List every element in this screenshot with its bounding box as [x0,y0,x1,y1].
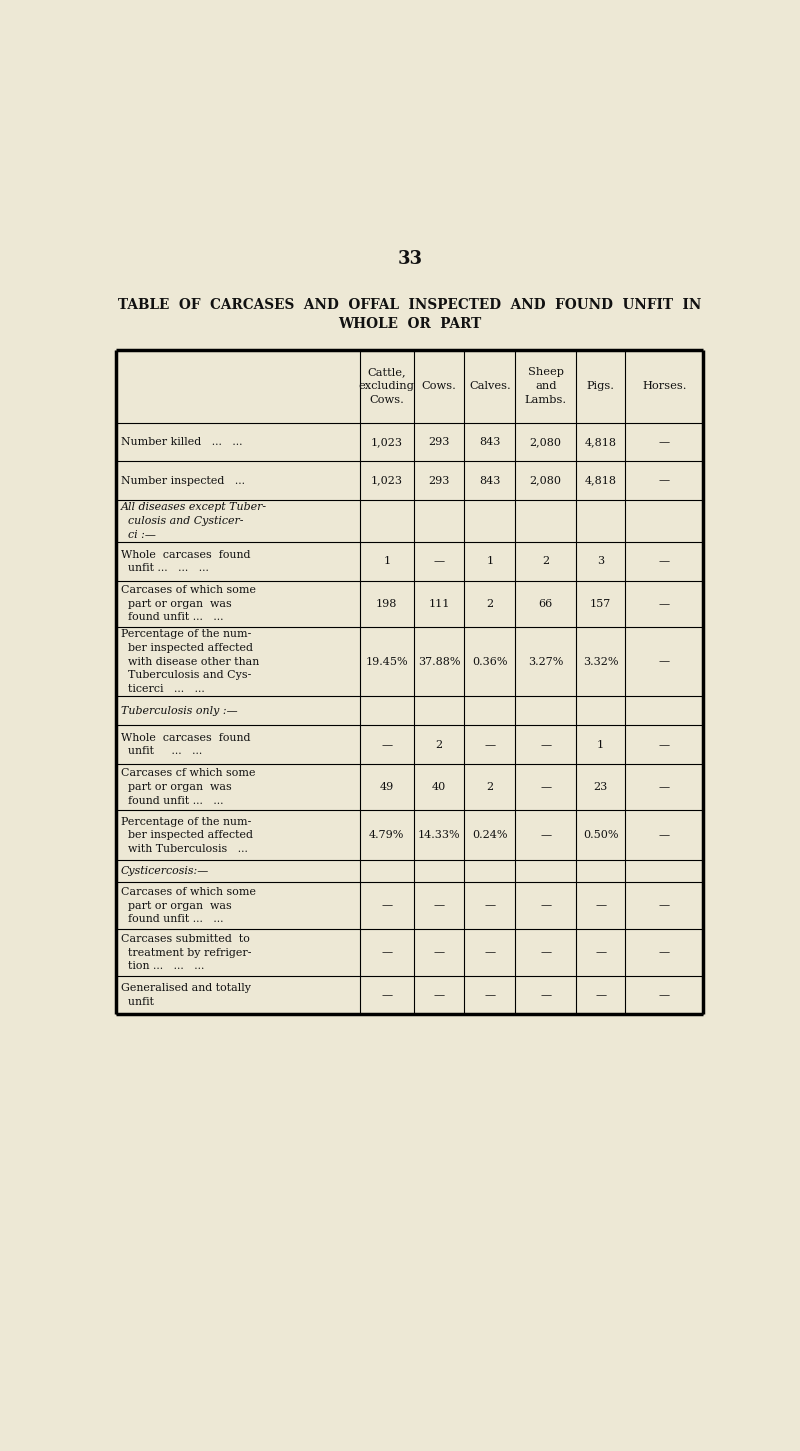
Text: —: — [658,656,670,666]
Text: 843: 843 [479,437,501,447]
Text: —: — [381,740,392,750]
Text: Carcases submitted  to
  treatment by refriger-
  tion ...   ...   ...: Carcases submitted to treatment by refri… [121,934,251,971]
Text: 33: 33 [398,250,422,268]
Text: Cows.: Cows. [422,382,457,392]
Text: —: — [434,901,445,911]
Text: 3: 3 [597,556,604,566]
Text: 2,080: 2,080 [530,476,562,486]
Text: Carcases of which some
  part or organ  was
  found unfit ...   ...: Carcases of which some part or organ was… [121,585,256,622]
Text: Pigs.: Pigs. [586,382,614,392]
Text: All diseases except Tuber-
  culosis and Cysticer-
  ci :—: All diseases except Tuber- culosis and C… [121,502,267,540]
Text: 157: 157 [590,599,611,609]
Text: —: — [381,948,392,958]
Text: —: — [658,437,670,447]
Text: —: — [540,740,551,750]
Text: Cattle,
excluding
Cows.: Cattle, excluding Cows. [359,367,414,405]
Text: 843: 843 [479,476,501,486]
Text: 37.88%: 37.88% [418,656,460,666]
Text: 293: 293 [428,437,450,447]
Text: Calves.: Calves. [469,382,510,392]
Text: 0.50%: 0.50% [583,830,618,840]
Text: 2: 2 [542,556,549,566]
Text: —: — [540,948,551,958]
Text: Cysticercosis:—: Cysticercosis:— [121,866,209,876]
Text: —: — [484,740,495,750]
Text: 66: 66 [538,599,553,609]
Text: —: — [595,901,606,911]
Text: —: — [484,990,495,1000]
Text: 1,023: 1,023 [370,476,402,486]
Text: 40: 40 [432,782,446,792]
Text: —: — [484,948,495,958]
Text: Percentage of the num-
  ber inspected affected
  with disease other than
  Tube: Percentage of the num- ber inspected aff… [121,630,259,694]
Text: 3.32%: 3.32% [583,656,618,666]
Text: 4.79%: 4.79% [369,830,405,840]
Text: 4,818: 4,818 [585,437,617,447]
Text: 1: 1 [486,556,494,566]
Text: —: — [484,901,495,911]
Text: Whole  carcases  found
  unfit     ...   ...: Whole carcases found unfit ... ... [121,733,250,756]
Text: —: — [658,948,670,958]
Text: 23: 23 [594,782,608,792]
Text: 1: 1 [597,740,604,750]
Text: —: — [434,948,445,958]
Text: 293: 293 [428,476,450,486]
Text: —: — [658,782,670,792]
Text: —: — [595,990,606,1000]
Text: —: — [658,556,670,566]
Text: Sheep
and
Lambs.: Sheep and Lambs. [525,367,566,405]
Text: 2,080: 2,080 [530,437,562,447]
Text: —: — [540,782,551,792]
Text: 1,023: 1,023 [370,437,402,447]
Text: 198: 198 [376,599,398,609]
Text: Carcases cf which some
  part or organ  was
  found unfit ...   ...: Carcases cf which some part or organ was… [121,769,255,805]
Text: —: — [658,901,670,911]
Text: 0.36%: 0.36% [472,656,507,666]
Text: Whole  carcases  found
  unfit ...   ...   ...: Whole carcases found unfit ... ... ... [121,550,250,573]
Text: 19.45%: 19.45% [366,656,408,666]
Text: —: — [658,990,670,1000]
Text: 14.33%: 14.33% [418,830,460,840]
Text: Horses.: Horses. [642,382,686,392]
Text: —: — [381,990,392,1000]
Text: 49: 49 [380,782,394,792]
Text: —: — [658,476,670,486]
Text: 2: 2 [435,740,442,750]
Text: 2: 2 [486,599,494,609]
Text: Percentage of the num-
  ber inspected affected
  with Tuberculosis   ...: Percentage of the num- ber inspected aff… [121,817,253,853]
Text: 0.24%: 0.24% [472,830,507,840]
Text: —: — [540,990,551,1000]
Text: Generalised and totally
  unfit: Generalised and totally unfit [121,984,251,1007]
Text: —: — [540,901,551,911]
Text: —: — [434,990,445,1000]
Text: TABLE  OF  CARCASES  AND  OFFAL  INSPECTED  AND  FOUND  UNFIT  IN: TABLE OF CARCASES AND OFFAL INSPECTED AN… [118,297,702,312]
Text: —: — [540,830,551,840]
Text: —: — [658,599,670,609]
Text: —: — [658,740,670,750]
Text: 111: 111 [428,599,450,609]
Text: WHOLE  OR  PART: WHOLE OR PART [338,318,482,331]
Text: 3.27%: 3.27% [528,656,563,666]
Text: —: — [381,901,392,911]
Text: —: — [658,830,670,840]
Text: 1: 1 [383,556,390,566]
Text: 2: 2 [486,782,494,792]
Text: —: — [434,556,445,566]
Text: —: — [595,948,606,958]
Text: Number killed   ...   ...: Number killed ... ... [121,437,242,447]
Text: 4,818: 4,818 [585,476,617,486]
Text: Number inspected   ...: Number inspected ... [121,476,245,486]
Text: Carcases of which some
  part or organ  was
  found unfit ...   ...: Carcases of which some part or organ was… [121,887,256,924]
Text: Tuberculosis only :—: Tuberculosis only :— [121,705,238,715]
